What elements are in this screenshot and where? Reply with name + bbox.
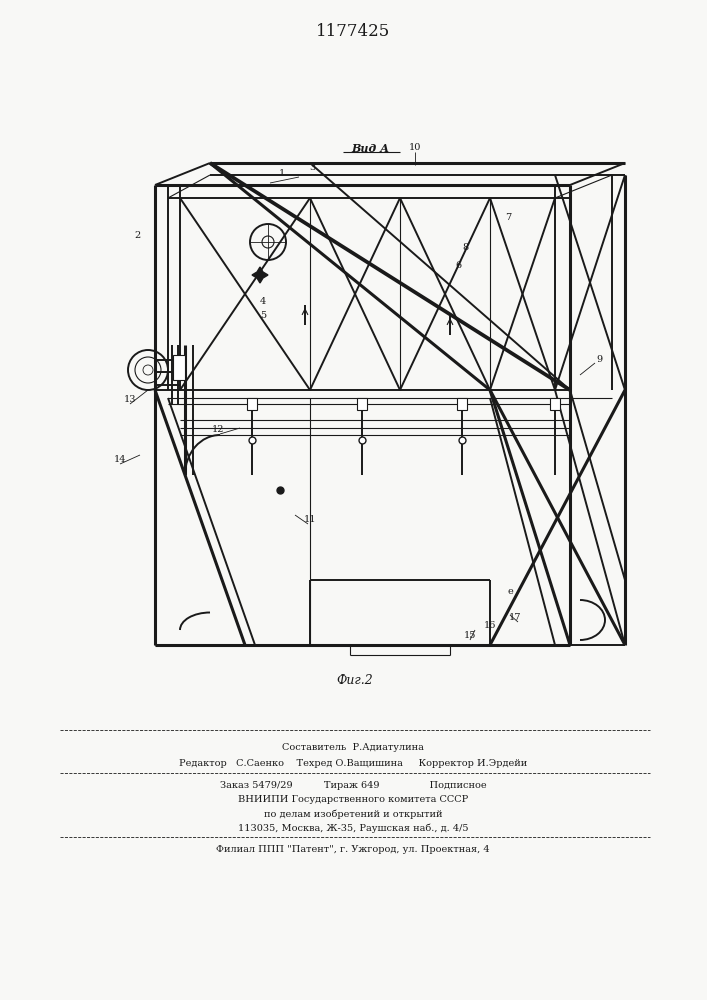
Text: 11: 11 (304, 516, 316, 524)
Text: Филиал ППП "Патент", г. Ужгород, ул. Проектная, 4: Филиал ППП "Патент", г. Ужгород, ул. Про… (216, 846, 490, 854)
Text: 9: 9 (596, 356, 602, 364)
Text: 1177425: 1177425 (316, 23, 390, 40)
Text: по делам изобретений и открытий: по делам изобретений и открытий (264, 809, 443, 819)
Text: Составитель  Р.Адиатулина: Составитель Р.Адиатулина (282, 744, 424, 752)
Text: Вид А: Вид А (351, 142, 389, 153)
Text: 7: 7 (505, 214, 511, 223)
Text: 6: 6 (455, 260, 461, 269)
Text: 4: 4 (260, 298, 266, 306)
FancyBboxPatch shape (247, 398, 257, 410)
Text: 3: 3 (309, 163, 315, 172)
Text: Редактор   С.Саенко    Техред О.Ващишина     Корректор И.Эрдейи: Редактор С.Саенко Техред О.Ващишина Корр… (179, 758, 527, 768)
Text: 14: 14 (114, 456, 127, 464)
FancyBboxPatch shape (550, 398, 560, 410)
Text: 2: 2 (135, 231, 141, 239)
Text: 5: 5 (260, 310, 266, 320)
FancyBboxPatch shape (357, 398, 367, 410)
Text: Заказ 5479/29          Тираж 649                Подписное: Заказ 5479/29 Тираж 649 Подписное (220, 782, 486, 790)
Text: 8: 8 (462, 243, 468, 252)
FancyBboxPatch shape (457, 398, 467, 410)
Text: ВНИИПИ Государственного комитета СССР: ВНИИПИ Государственного комитета СССР (238, 796, 468, 804)
Text: 13: 13 (124, 395, 136, 404)
Text: 10: 10 (409, 143, 421, 152)
Text: 1: 1 (279, 168, 285, 178)
Text: 12: 12 (212, 426, 224, 434)
FancyBboxPatch shape (173, 355, 185, 380)
Text: 15: 15 (464, 631, 477, 640)
Text: 113035, Москва, Ж-35, Раушская наб., д. 4/5: 113035, Москва, Ж-35, Раушская наб., д. … (238, 823, 468, 833)
Text: Фиг.2: Фиг.2 (337, 674, 373, 686)
Polygon shape (252, 267, 268, 283)
Text: 16: 16 (484, 620, 496, 630)
Text: е: е (507, 587, 513, 596)
Text: 17: 17 (509, 613, 521, 622)
